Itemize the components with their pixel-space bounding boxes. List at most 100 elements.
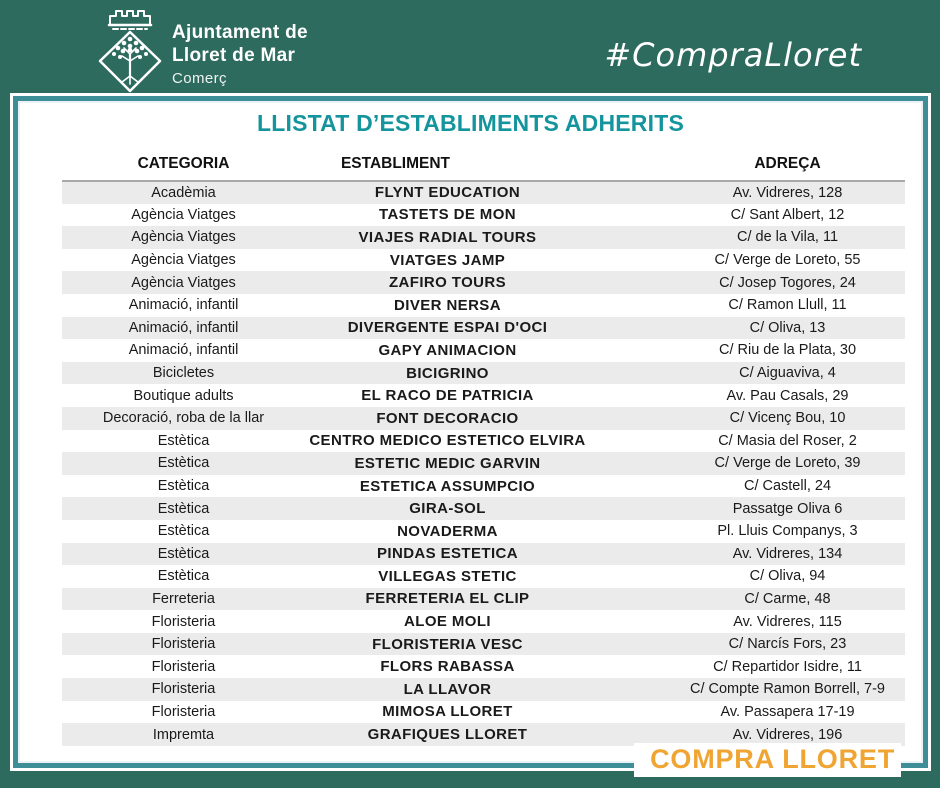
- table-row: Boutique adults EL RACO DE PATRICIA Av. …: [62, 384, 905, 407]
- column-header-establiment: ESTABLIMENT: [340, 155, 451, 172]
- table-header-row: CATEGORIA ESTABLIMENT ADREÇA: [62, 143, 905, 181]
- cell-category: Animació, infantil: [128, 297, 239, 314]
- cell-category: Floristeria: [151, 658, 216, 675]
- table-row: Agència Viatges TASTETS DE MON C/ Sant A…: [62, 204, 905, 227]
- cell-category: Estètica: [157, 455, 210, 472]
- cell-address: C/ Riu de la Plata, 30: [718, 342, 857, 359]
- cell-category: Agència Viatges: [131, 206, 236, 223]
- org-title-block: Ajuntament de Lloret de Mar Comerç: [172, 21, 308, 87]
- cell-establishment: VIAJES RADIAL TOURS: [358, 228, 537, 246]
- cell-establishment: BICIGRINO: [406, 364, 489, 382]
- table-row: Acadèmia FLYNT EDUCATION Av. Vidreres, 1…: [62, 180, 905, 204]
- header: Ajuntament de Lloret de Mar Comerç #Comp…: [0, 0, 940, 96]
- table-row: Floristeria MIMOSA LLORET Av. Passapera …: [62, 701, 905, 724]
- cell-address: C/ Ramon Llull, 11: [728, 297, 847, 314]
- cell-establishment: NOVADERMA: [397, 522, 498, 540]
- cell-address: C/ Compte Ramon Borrell, 7-9: [689, 681, 885, 698]
- table-row: Bicicletes BICIGRINO C/ Aiguaviva, 4: [62, 361, 905, 385]
- town-crest-logo: [97, 4, 163, 99]
- column-header-categoria: CATEGORIA: [137, 155, 230, 172]
- table-row: Animació, infantil DIVERGENTE ESPAI D'OC…: [62, 316, 905, 340]
- cell-address: C/ Aiguaviva, 4: [739, 365, 836, 382]
- cell-category: Boutique adults: [133, 387, 234, 404]
- cell-category: Floristeria: [151, 703, 216, 720]
- cell-establishment: ALOE MOLI: [404, 613, 491, 631]
- org-name-line1: Ajuntament de: [172, 22, 308, 43]
- cell-address: C/ Masia del Roser, 2: [718, 432, 857, 449]
- table-row: Estètica GIRA-SOL Passatge Oliva 6: [62, 497, 905, 520]
- table-row: Floristeria FLORISTERIA VESC C/ Narcís F…: [62, 632, 905, 656]
- table-row: Decoració, roba de la llar FONT DECORACI…: [62, 406, 905, 430]
- cell-address: C/ Narcís Fors, 23: [728, 636, 847, 653]
- crest-icon: [98, 10, 162, 93]
- cell-address: Av. Passapera 17-19: [720, 703, 855, 720]
- cell-category: Impremta: [152, 726, 215, 743]
- cell-establishment: GAPY ANIMACION: [378, 341, 517, 359]
- cell-establishment: DIVERGENTE ESPAI D'OCI: [347, 319, 548, 337]
- cell-establishment: GRAFIQUES LLORET: [367, 726, 528, 744]
- cell-establishment: FLYNT EDUCATION: [305, 180, 590, 204]
- cell-category: Estètica: [157, 568, 210, 585]
- table-row: Agència Viatges VIATGES JAMP C/ Verge de…: [62, 249, 905, 272]
- table-row: Animació, infantil DIVER NERSA C/ Ramon …: [62, 294, 905, 317]
- table-row: Estètica PINDAS ESTETICA Av. Vidreres, 1…: [62, 542, 905, 566]
- cell-establishment: ESTETICA ASSUMPCIO: [359, 477, 536, 495]
- table-row: Floristeria ALOE MOLI Av. Vidreres, 115: [62, 610, 905, 633]
- cell-establishment: DIVER NERSA: [394, 296, 501, 314]
- cell-establishment: FLORISTERIA VESC: [372, 635, 523, 653]
- cell-address: C/ Sant Albert, 12: [730, 206, 845, 223]
- table-row: Floristeria LA LLAVOR C/ Compte Ramon Bo…: [62, 678, 905, 701]
- cell-establishment: ZAFIRO TOURS: [388, 274, 507, 292]
- cell-category: Agència Viatges: [131, 229, 236, 246]
- cell-establishment: LA LLAVOR: [403, 680, 492, 698]
- cell-establishment: CENTRO MEDICO ESTETICO ELVIRA: [309, 432, 586, 450]
- cell-establishment: VIATGES JAMP: [389, 251, 506, 269]
- cell-establishment: EL RACO DE PATRICIA: [361, 387, 534, 405]
- cell-address: C/ Oliva, 94: [749, 568, 826, 585]
- cell-category: Decoració, roba de la llar: [102, 410, 265, 427]
- cell-address: Av. Vidreres, 115: [733, 613, 842, 630]
- cell-category: Agència Viatges: [131, 274, 236, 291]
- cell-address: C/ Castell, 24: [743, 478, 832, 495]
- cell-establishment: PINDAS ESTETICA: [376, 545, 518, 563]
- cell-establishment: FERRETERIA EL CLIP: [365, 590, 530, 608]
- cell-category: Estètica: [157, 500, 210, 517]
- org-name-line2: Lloret de Mar: [172, 45, 296, 66]
- cell-establishment: GIRA-SOL: [409, 500, 486, 518]
- cell-category: Animació, infantil: [128, 342, 239, 359]
- cell-address: C/ Vicenç Bou, 10: [729, 410, 846, 427]
- campaign-hashtag: #CompraLloret: [604, 36, 862, 74]
- cell-category: Floristeria: [151, 681, 216, 698]
- cell-category: Bicicletes: [152, 365, 215, 382]
- cell-address: Av. Vidreres, 196: [732, 726, 843, 743]
- cell-address: C/ Carme, 48: [744, 590, 831, 607]
- table-row: Impremta GRAFIQUES LLORET Av. Vidreres, …: [62, 723, 905, 746]
- cell-category: Estètica: [157, 478, 210, 495]
- cell-address: Av. Vidreres, 128: [590, 180, 905, 204]
- cell-category: Agència Viatges: [131, 252, 236, 269]
- table-row: Agència Viatges VIAJES RADIAL TOURS C/ d…: [62, 226, 905, 249]
- cell-address: C/ Repartidor Isidre, 11: [713, 658, 862, 675]
- establishments-table: CATEGORIA ESTABLIMENT ADREÇA Acadèmia FL…: [62, 143, 905, 746]
- cell-establishment: FONT DECORACIO: [376, 409, 519, 427]
- cell-address: C/ Oliva, 13: [749, 319, 826, 336]
- cell-establishment: FLORS RABASSA: [380, 658, 515, 676]
- cell-establishment: TASTETS DE MON: [379, 206, 516, 224]
- cell-category: Estètica: [157, 545, 210, 562]
- table-row: Ferreteria FERRETERIA EL CLIP C/ Carme, …: [62, 587, 905, 611]
- cell-address: C/ de la Vila, 11: [736, 229, 839, 246]
- cell-address: Av. Vidreres, 134: [732, 545, 843, 562]
- page-title: LLISTAT D’ESTABLIMENTS ADHERITS: [257, 110, 684, 136]
- cell-address: Passatge Oliva 6: [732, 500, 843, 517]
- cell-address: Av. Pau Casals, 29: [726, 387, 849, 404]
- table-row: Estètica ESTETIC MEDIC GARVIN C/ Verge d…: [62, 452, 905, 475]
- cell-address: C/ Josep Togores, 24: [719, 274, 856, 291]
- content-panel: LLISTAT D’ESTABLIMENTS ADHERITS CATEGORI…: [10, 93, 931, 777]
- table-row: Agència Viatges ZAFIRO TOURS C/ Josep To…: [62, 271, 905, 294]
- footer-brand: COMPRA LLORET: [634, 743, 901, 777]
- table-row: Estètica CENTRO MEDICO ESTETICO ELVIRA C…: [62, 430, 905, 453]
- column-header-adreca: ADREÇA: [754, 155, 821, 172]
- table-row: Animació, infantil GAPY ANIMACION C/ Riu…: [62, 339, 905, 362]
- cell-category: Floristeria: [151, 636, 216, 653]
- cell-category: Estètica: [157, 523, 210, 540]
